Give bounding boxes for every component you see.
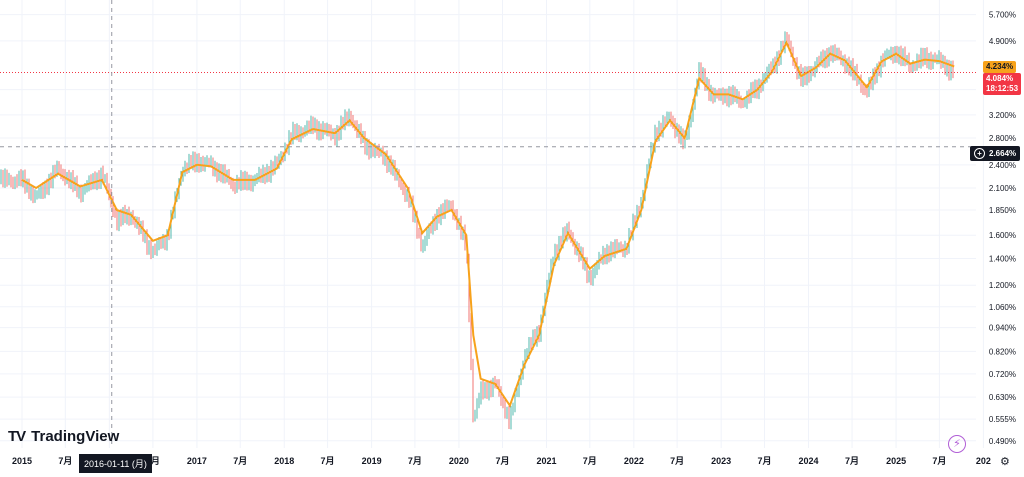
ma-value-tag: 4.234% [983, 61, 1017, 73]
bolt-icon[interactable]: ⚡ [948, 435, 966, 453]
plus-circle-icon[interactable]: + [974, 148, 985, 159]
logo-mark: TV [8, 428, 26, 445]
crosshair-price-value: 2.664% [989, 148, 1017, 158]
time-tick-label: 7月 [583, 456, 597, 466]
price-tick-label: 4.900% [989, 37, 1016, 46]
time-tick-label: 7月 [58, 456, 72, 466]
time-tick-label: 202 [976, 456, 991, 466]
time-tick-label: 2017 [187, 456, 207, 466]
gear-icon[interactable]: ⚙ [1000, 456, 1010, 468]
last-price-tag: 4.084% 18:12:53 [983, 73, 1022, 95]
price-tick-label: 1.850% [989, 206, 1016, 215]
price-tick-label: 1.400% [989, 254, 1016, 263]
price-tick-label: 1.600% [989, 231, 1016, 240]
ma-line [21, 40, 955, 408]
time-tick-label: 7月 [233, 456, 247, 466]
ref-lines [0, 0, 976, 448]
price-tick-label: 0.720% [989, 370, 1016, 379]
crosshair-date-label: 2016-01-11 (月) [79, 454, 152, 473]
time-tick-label: 7月 [321, 456, 335, 466]
last-price-value: 4.084% [986, 74, 1014, 83]
time-tick-label: 7月 [845, 456, 859, 466]
time-axis: 20157月20167月20177月20187月20197月20207月2021… [12, 456, 991, 466]
time-tick-label: 2023 [711, 456, 731, 466]
price-tick-label: 0.940% [989, 324, 1016, 333]
time-tick-label: 2021 [536, 456, 556, 466]
time-tick-label: 2020 [449, 456, 469, 466]
time-tick-label: 2022 [624, 456, 644, 466]
time-tick-label: 7月 [408, 456, 422, 466]
grid [0, 0, 984, 448]
price-tick-label: 5.700% [989, 11, 1016, 20]
time-tick-label: 7月 [670, 456, 684, 466]
time-tick-label: 7月 [495, 456, 509, 466]
price-tick-label: 0.490% [989, 437, 1016, 446]
time-tick-label: 2024 [798, 456, 818, 466]
price-tick-label: 2.400% [989, 161, 1016, 170]
time-tick-label: 7月 [757, 456, 771, 466]
time-tick-label: 2019 [362, 456, 382, 466]
price-tick-label: 0.630% [989, 393, 1016, 402]
logo-text: TradingView [31, 428, 120, 445]
price-tick-label: 3.200% [989, 111, 1016, 120]
time-tick-label: 7月 [932, 456, 946, 466]
time-tick-label: 7月 [146, 456, 160, 466]
countdown-value: 18:12:53 [986, 84, 1019, 93]
time-tick-label: 2015 [12, 456, 32, 466]
price-tick-label: 0.820% [989, 347, 1016, 356]
crosshair-price-tag[interactable]: + 2.664% [970, 146, 1021, 161]
price-tick-label: 2.800% [989, 134, 1016, 143]
price-tick-label: 1.200% [989, 281, 1016, 290]
price-tick-label: 0.555% [989, 415, 1016, 424]
tradingview-logo[interactable]: TV TradingView [8, 428, 119, 445]
price-tick-label: 2.100% [989, 184, 1016, 193]
price-tick-label: 1.060% [989, 303, 1016, 312]
time-tick-label: 2018 [274, 456, 294, 466]
time-tick-label: 2025 [886, 456, 906, 466]
